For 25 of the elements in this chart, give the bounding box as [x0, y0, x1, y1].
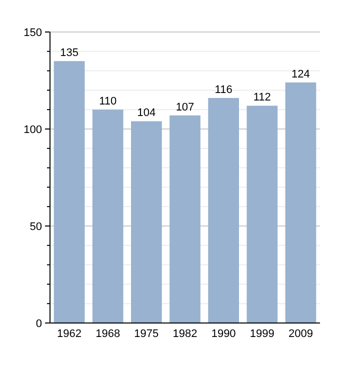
bar — [92, 110, 124, 323]
x-tick-label: 1968 — [96, 328, 120, 340]
y-tick-label: 50 — [30, 220, 42, 233]
bar — [170, 115, 200, 323]
data-label: 124 — [292, 68, 310, 80]
bar — [54, 61, 85, 323]
data-label: 112 — [253, 92, 271, 104]
data-label: 104 — [137, 107, 156, 120]
bar — [131, 121, 162, 323]
bar — [208, 98, 239, 323]
x-tick-label: 2009 — [288, 328, 313, 340]
bar — [246, 106, 278, 323]
y-tick-label: 150 — [24, 26, 42, 39]
x-tick-label: 1982 — [172, 328, 198, 340]
x-tick-label: 1990 — [211, 328, 236, 340]
data-label: 107 — [176, 101, 194, 114]
x-tick-label: 1962 — [57, 328, 82, 340]
y-tick-label: 100 — [24, 124, 42, 136]
y-tick-label: 0 — [36, 318, 42, 330]
x-tick-label: 1999 — [250, 328, 274, 340]
data-label: 116 — [214, 84, 232, 96]
x-tick-label: 1975 — [134, 328, 159, 340]
data-label: 135 — [60, 47, 78, 60]
bar — [285, 82, 316, 323]
data-label: 110 — [99, 96, 117, 108]
